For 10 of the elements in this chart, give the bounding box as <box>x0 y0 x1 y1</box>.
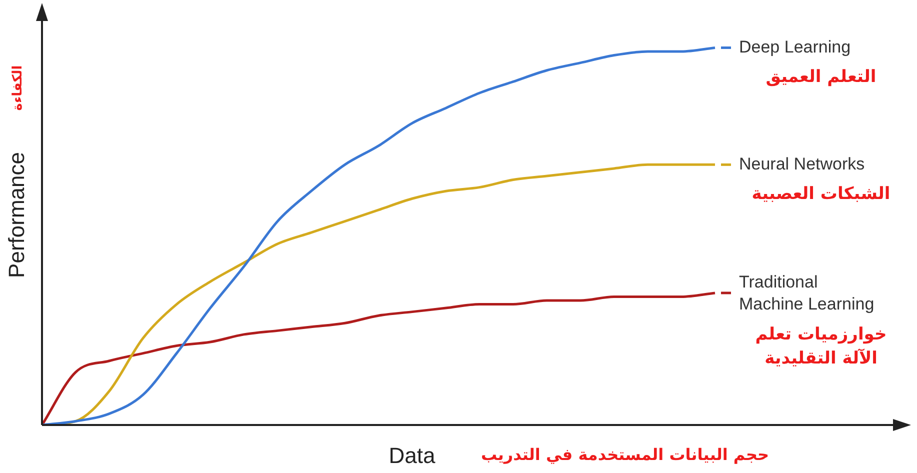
text: خوارزميات تعلم الآلة التقليدية <box>755 324 887 368</box>
legend-label: Deep Learning <box>739 37 851 56</box>
text: الشبكات العصبية <box>752 184 890 204</box>
legend-label: Traditional Machine Learning <box>739 272 874 314</box>
annotation: الكفاءة <box>10 65 26 111</box>
legend-label: Neural Networks <box>739 154 865 174</box>
y-axis-title: Performance <box>4 152 30 278</box>
x-axis-title: Data <box>388 443 436 468</box>
text: حجم البيانات المستخدمة في التدريب <box>480 445 770 464</box>
text: التعلم العميق <box>766 67 876 88</box>
